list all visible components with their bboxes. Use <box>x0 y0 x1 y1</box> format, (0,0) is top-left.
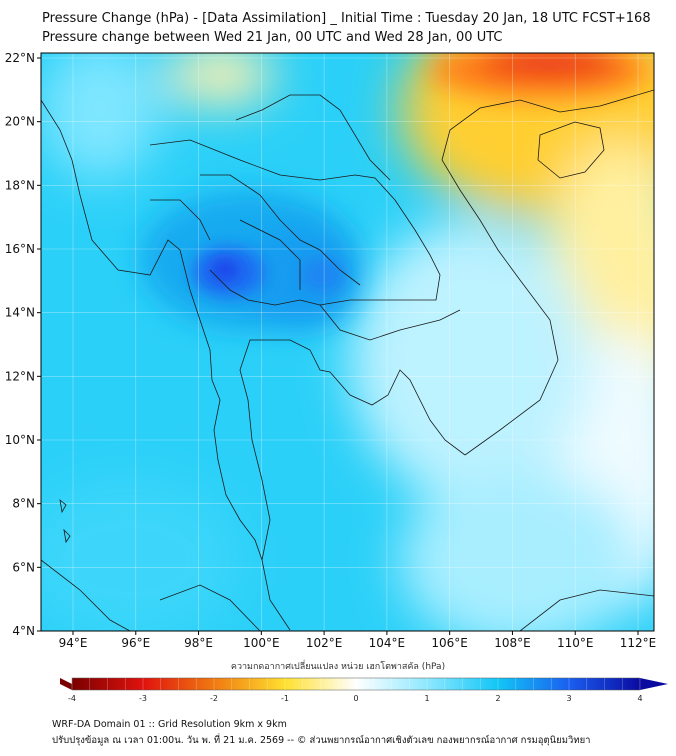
colorbar-tick-label: 2 <box>495 694 500 703</box>
pressure-field <box>41 53 654 631</box>
map-gridlines <box>41 53 654 632</box>
chart-subtitle: Pressure change between Wed 21 Jan, 00 U… <box>42 30 503 45</box>
lon-tick-label: 106°E <box>431 636 468 650</box>
lat-tick-label: 18°N <box>5 178 35 192</box>
lon-tick-label: 96°E <box>121 636 150 650</box>
colorbar-tick-label: 0 <box>353 694 358 703</box>
lat-tick-label: 22°N <box>5 51 35 65</box>
lat-tick-label: 8°N <box>12 497 35 511</box>
lon-tick-label: 98°E <box>184 636 213 650</box>
plot-frame <box>40 52 655 632</box>
colorbar-tick-label: 3 <box>566 694 571 703</box>
colorbar-low-arrow <box>60 678 72 690</box>
colorbar-tick-label: 4 <box>637 694 642 703</box>
colorbar-label: ความกดอากาศเปลี่ยนแปลง หน่วย เฮกโตพาสคัล… <box>230 662 446 672</box>
colorbar-tick-label: -2 <box>210 694 218 703</box>
lat-tick-label: 12°N <box>5 369 35 383</box>
coastlines-borders <box>41 89 654 631</box>
colorbar: -4 -3 -2 -1 0 1 2 3 4 <box>60 677 668 703</box>
lon-tick-label: 94°E <box>59 636 88 650</box>
lat-tick-label: 4°N <box>12 624 35 638</box>
colorbar-tick-label: -4 <box>68 694 76 703</box>
lon-tick-label: 108°E <box>494 636 531 650</box>
lat-tick-label: 16°N <box>5 242 35 256</box>
lat-tick-label: 10°N <box>5 433 35 447</box>
colorbar-high-arrow <box>640 678 668 690</box>
lon-tick-label: 102°E <box>306 636 343 650</box>
lon-tick-label: 110°E <box>557 636 594 650</box>
footer-update-credit: ปรับปรุงข้อมูล ณ เวลา 01:00น. วัน พ. ที่… <box>52 735 591 746</box>
lon-tick-label: 112°E <box>620 636 657 650</box>
colorbar-tick-label: 1 <box>424 694 429 703</box>
lat-tick-label: 20°N <box>5 115 35 129</box>
colorbar-tick-label: -3 <box>139 694 147 703</box>
lon-tick-label: 104°E <box>369 636 406 650</box>
colorbar-tick-label: -1 <box>281 694 289 703</box>
chart-title: Pressure Change (hPa) - [Data Assimilati… <box>42 11 651 26</box>
lat-tick-label: 6°N <box>12 560 35 574</box>
lon-tick-label: 100°E <box>243 636 280 650</box>
lat-tick-label: 14°N <box>5 306 35 320</box>
footer-model-info: WRF-DA Domain 01 :: Grid Resolution 9km … <box>52 719 287 730</box>
longitude-axis: 94°E 96°E 98°E 100°E 102°E 104°E 106°E 108°E 110… <box>59 631 657 650</box>
latitude-axis: 4°N 6°N 8°N 10°N 12°N 14°N 16°N 18°N 20°N 22°N <box>5 51 41 638</box>
